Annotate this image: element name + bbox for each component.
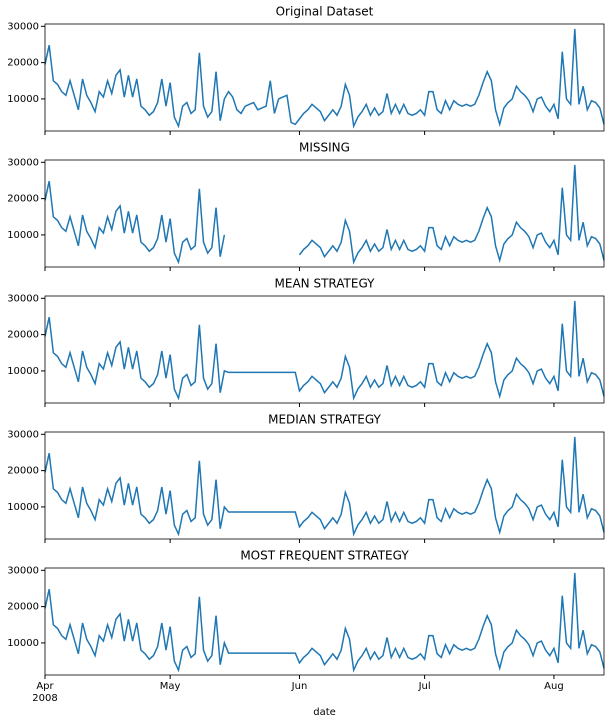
y-tick-label: 20000 [7,466,39,477]
data-line [44,164,605,265]
axes-frame [44,23,605,132]
y-tick-label: 30000 [7,565,39,576]
y-tick-label: 30000 [7,21,39,32]
axes-frame [44,295,605,404]
chart-title: MOST FREQUENT STRATEGY [240,549,409,563]
data-line [44,436,605,537]
x-tick-label: May [160,681,181,692]
chart-title: MEDIAN STRATEGY [268,413,381,427]
y-tick-label: 20000 [7,58,39,69]
x-tick-label: Apr [36,681,54,692]
x-tick-label: Aug [544,681,564,692]
x-year-label: 2008 [32,693,57,704]
chart-title: MEAN STRATEGY [275,277,376,291]
x-tick-label: Jun [291,681,308,692]
axes-frame [44,567,605,676]
x-axis-label: date [313,707,336,718]
data-line [44,572,605,673]
y-tick-label: 10000 [7,94,39,105]
y-tick-label: 20000 [7,330,39,341]
chart-title: Original Dataset [276,5,374,19]
y-tick-label: 30000 [7,157,39,168]
chart-title: MISSING [299,141,350,155]
data-line [44,300,605,401]
y-tick-label: 30000 [7,429,39,440]
y-tick-label: 10000 [7,366,39,377]
axes-frame [44,159,605,268]
y-tick-label: 10000 [7,230,39,241]
y-tick-label: 20000 [7,602,39,613]
y-tick-label: 10000 [7,638,39,649]
axes-frame [44,431,605,540]
y-tick-label: 30000 [7,293,39,304]
y-tick-label: 20000 [7,194,39,205]
data-line [44,28,605,129]
y-tick-label: 10000 [7,502,39,513]
x-tick-label: Jul [418,681,431,692]
